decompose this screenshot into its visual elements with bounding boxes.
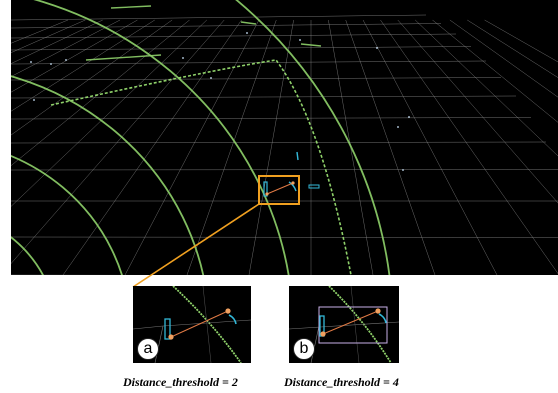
point-cloud-canvas	[11, 0, 558, 275]
letter-a-circle-icon: a	[137, 338, 159, 360]
ground-grid	[11, 15, 558, 275]
inset-threshold-4: b	[289, 286, 399, 363]
highlight-box	[259, 176, 299, 204]
letter-b-circle-icon: b	[293, 338, 315, 360]
caption-threshold-4: Distance_threshold = 4	[284, 375, 399, 390]
lidar-point-cloud-view	[11, 0, 558, 275]
inset-threshold-2: a	[133, 286, 251, 363]
caption-threshold-2: Distance_threshold = 2	[123, 375, 238, 390]
